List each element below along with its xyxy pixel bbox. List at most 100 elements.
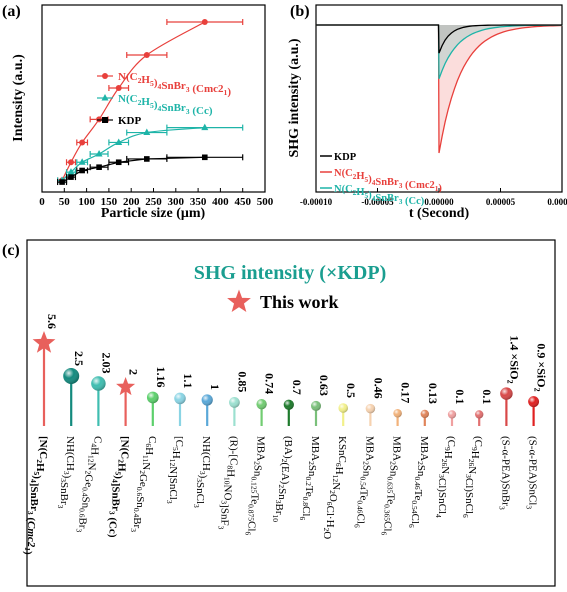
panel-a-x-tick-label: 150 — [101, 196, 118, 208]
panel-a-x-tick-label: 500 — [257, 196, 274, 208]
panel-b-label: (b) — [290, 3, 310, 20]
panel-a-legend-marker — [102, 73, 108, 79]
panel-c-category-label: [C5H12N]SnCl3 — [165, 436, 185, 504]
panel-c-category-label: (R)-[C8H10NO3]SnF3 — [216, 436, 239, 530]
panel-a: (a) 0 50 100 150 200 250 300 350 400 450 500 Parti… — [2, 3, 274, 221]
panel-b-series — [316, 24, 563, 154]
panel-a-data-point — [96, 116, 103, 123]
panel-a-data-point — [79, 167, 85, 174]
panel-c-category-label: [N(C2H5)4]SnBr3 (Cmc21) — [22, 436, 49, 555]
panel-c-ball-highlight — [201, 394, 213, 406]
panel-a-y-axis-label: Intensity (a.u.) — [11, 54, 26, 142]
panel-a-data-point — [201, 19, 208, 25]
panel-a-label: (a) — [2, 3, 21, 20]
panel-c-value-label: 0.1 — [480, 389, 494, 404]
panel-c-category-label: (C9H26N3Cl)SnCl4 — [434, 436, 457, 518]
panel-c-category-label: MBA2Sn0.46Te0.54Cl6 — [407, 436, 430, 528]
panel-c-ball-highlight — [420, 409, 430, 419]
panel-a-data-point — [67, 159, 74, 166]
panel-a-data-point — [59, 179, 65, 185]
panel-a-x-axis-label: Particle size (μm) — [101, 206, 206, 221]
this-work-label: This work — [260, 292, 339, 312]
panel-a-data-point — [96, 164, 102, 170]
panel-c-category-label: C4H12N2Ge0.4Sn0.6Br3 — [74, 436, 103, 532]
panel-c-frame — [26, 239, 556, 587]
panel-a-legend-marker — [101, 94, 109, 101]
panel-a-x-tick-label: 450 — [234, 196, 251, 208]
panel-c-value-label: 5.6 — [45, 314, 59, 329]
panel-a-data-point — [115, 85, 122, 91]
panel-c-value-label: 1.16 — [154, 366, 168, 387]
panel-c-category-label: NH(CH3)3SnCl3 — [192, 436, 212, 508]
panel-b: (b) -0.00010 -0.00005 0.00000 0.00005 0.0001… — [287, 3, 567, 221]
panel-c-ball-highlight — [283, 399, 294, 410]
panel-a-x-ticks: 0 50 100 150 200 250 300 350 400 450 500 — [39, 188, 274, 208]
panel-a-x-tick-label: 350 — [190, 196, 207, 208]
panel-a-data-point — [95, 150, 103, 157]
panel-a-data-point — [201, 123, 209, 131]
panel-a-data-point — [78, 158, 86, 165]
panel-a-data-point — [67, 168, 75, 175]
panel-a-x-tick-label: 250 — [145, 196, 162, 208]
panel-c-value-label: 1.1 — [181, 373, 195, 388]
panel-c-category-label: C6H11N2Ge0.6Sn0.4Br3 — [129, 436, 158, 532]
panel-c-ball-highlight — [310, 400, 322, 411]
panel-c-category-label: KSnC6H12N2O6Cl·H2O — [321, 436, 348, 539]
panel-c-value-label: 0.46 — [371, 378, 385, 399]
panel-c-title: SHG intensity (×KDP) — [194, 262, 387, 284]
panel-c-category-label: (C9H26N3Cl)SnCl6 — [461, 436, 484, 518]
panel-c-category-label: [N(C2H5)4]SnBr3 (Cc) — [107, 436, 131, 538]
panel-c-value-label: 1.4 ×SiO2 — [505, 335, 521, 383]
panel-c-value-label: 0.74 — [263, 373, 277, 394]
panel-a-data-point — [79, 139, 86, 146]
panel-c-category-label: NH(CH3)3SnBr3 — [56, 436, 76, 509]
panel-b-x-tick-label: -0.00010 — [300, 197, 333, 207]
panel-c-value-label: 0.17 — [399, 382, 413, 403]
panel-b-signal-line — [316, 24, 562, 54]
panel-a-legend-label: N(C2H5)4SnBr3 (Cc) — [118, 93, 213, 117]
panel-b-x-tick-label: 0.00010 — [547, 197, 567, 207]
panel-b-legend: KDP N(C2H5)4SnBr3 (Cmc21)N(C2H5)4SnBr3 (C… — [320, 152, 442, 207]
panel-c-bars: 5.6 [N(C2H5)4]SnBr3 (Cmc21) 2.5 NH(CH3)3SnB… — [22, 314, 549, 555]
panel-b-x-tick-label: 0.00005 — [486, 197, 516, 207]
panel-a-data-point — [143, 128, 151, 136]
panel-c-value-label: 2.5 — [72, 351, 86, 366]
panel-a-x-tick-label: 50 — [59, 196, 71, 208]
panel-c: (c) SHG intensity (×KDP) This work 5.6 [N… — [2, 239, 556, 587]
panel-c-value-label: 0.9 ×SiO2 — [533, 343, 549, 391]
panel-c-value-label: 0.1 — [453, 389, 467, 404]
panel-a-legend: N(C2H5)4SnBr3 (Cmc21)N(C2H5)4SnBr3 (Cc)K… — [97, 71, 231, 127]
panel-a-series — [57, 19, 244, 186]
panel-c-value-label: 2.03 — [99, 353, 113, 374]
panel-c-this-work-legend: This work — [227, 289, 339, 313]
panel-c-label: (c) — [2, 242, 20, 259]
panel-c-category-label: (BA)2(EA)2Sn3Br10 — [271, 436, 294, 522]
panel-a-x-tick-label: 200 — [123, 196, 140, 208]
panel-a-x-tick-label: 100 — [78, 196, 95, 208]
panel-c-ball-highlight — [146, 391, 159, 404]
panel-c-ball-highlight — [393, 409, 402, 418]
panel-c-ball-highlight — [447, 410, 457, 419]
panel-c-category-label: MBA2Sn0.54Te0.46Cl6 — [352, 436, 375, 528]
panel-c-ball-highlight — [256, 398, 267, 410]
panel-b-y-axis-label: SHG intensity (a.u.) — [287, 38, 302, 157]
panel-a-x-tick-label: 400 — [212, 196, 229, 208]
panel-a-data-point — [144, 156, 150, 162]
panel-b-legend-label: N(C2H5)4SnBr3 (Cc) — [334, 184, 425, 207]
panel-b-signal-line — [316, 24, 563, 154]
panel-c-ball-highlight — [63, 368, 80, 384]
this-work-star-icon — [227, 289, 251, 313]
panel-a-legend-label: KDP — [118, 115, 142, 127]
panel-c-ball-highlight — [528, 396, 540, 408]
panel-c-value-label: 0.63 — [317, 375, 331, 396]
panel-c-value-label: 2 — [127, 369, 141, 375]
panel-c-value-label: 1 — [208, 384, 222, 390]
panel-c-ball-highlight — [174, 392, 186, 405]
panel-c-ball-highlight — [338, 403, 349, 413]
panel-c-value-label: 0.7 — [290, 380, 304, 395]
panel-c-ball-highlight — [500, 387, 513, 400]
panel-c-category-label: MBA2Sn0.125Te0.875Cl6 — [244, 436, 267, 535]
panel-c-value-label: 0.85 — [235, 371, 249, 392]
panel-a-data-point — [68, 174, 74, 180]
